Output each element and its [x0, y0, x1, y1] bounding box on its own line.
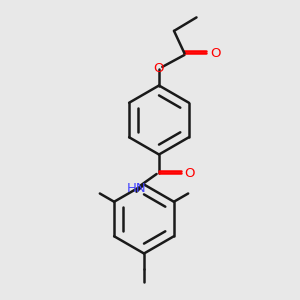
- Text: O: O: [184, 167, 195, 180]
- Text: HN: HN: [127, 182, 146, 195]
- Text: O: O: [154, 62, 164, 76]
- Text: O: O: [210, 47, 220, 60]
